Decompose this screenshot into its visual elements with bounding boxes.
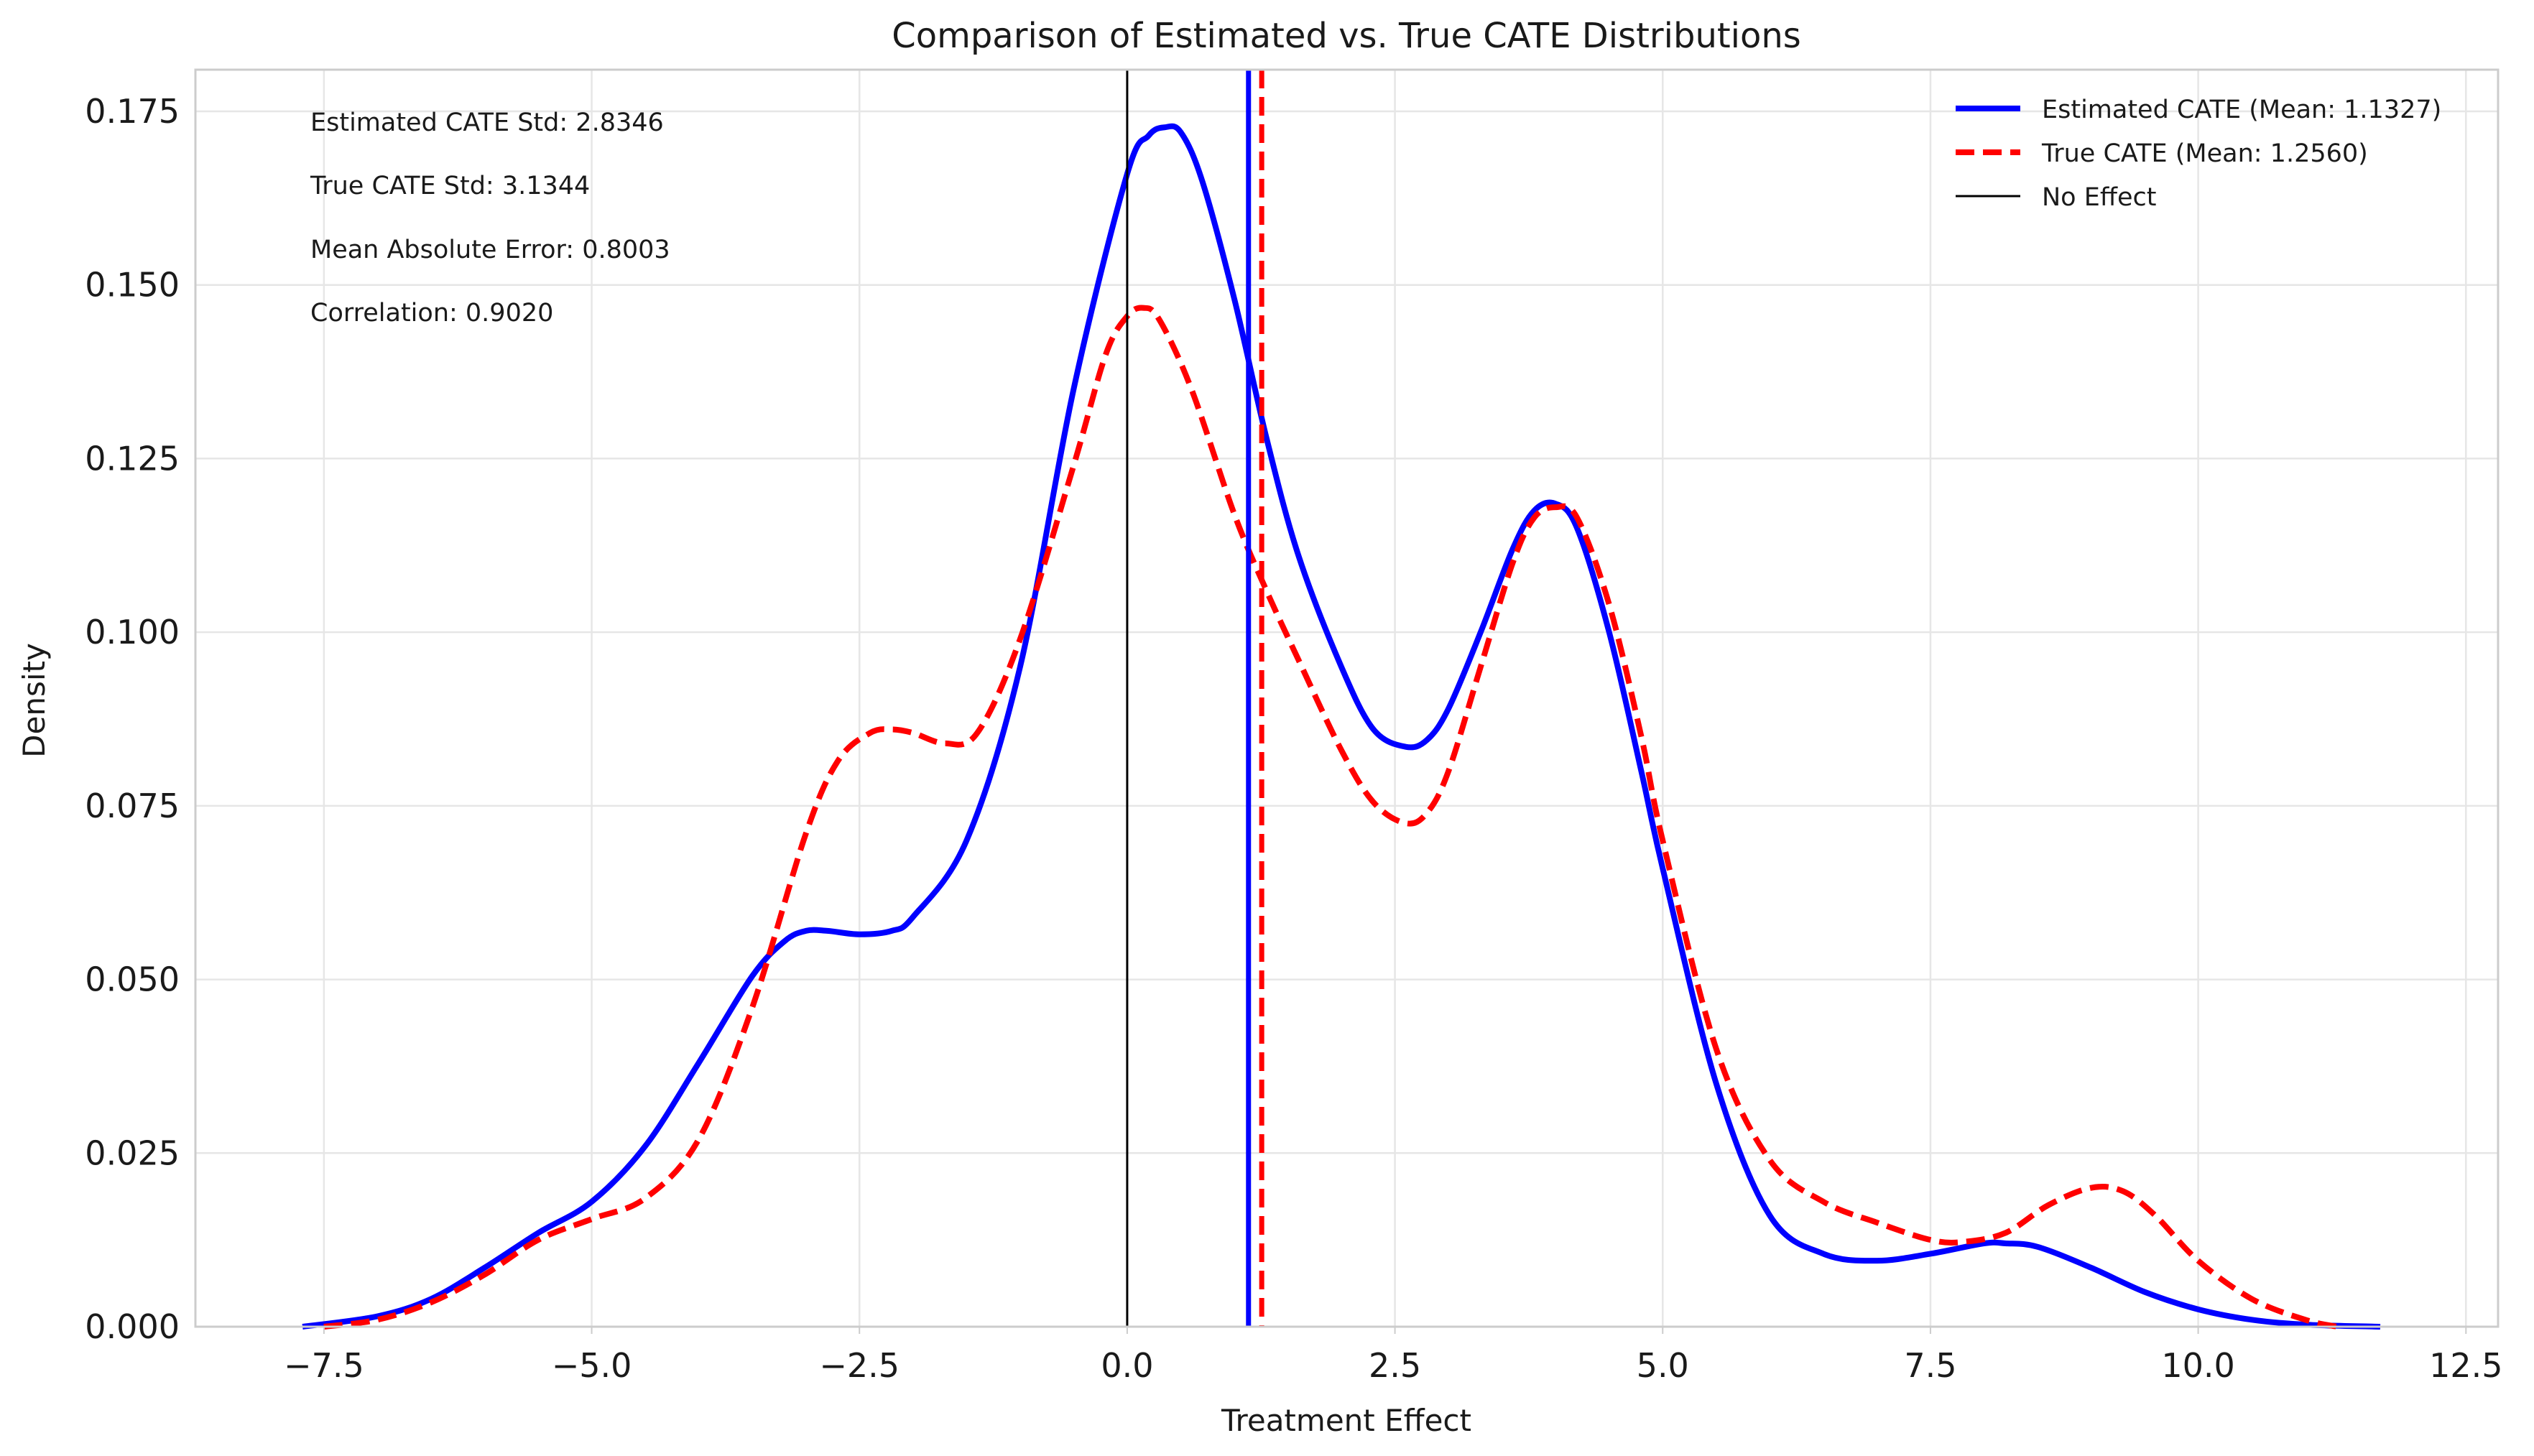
chart-title: Comparison of Estimated vs. True CATE Di… [892, 16, 1801, 56]
y-axis-ticks: 0.000 0.025 0.050 0.075 0.100 0.125 0.150 0.175 [85, 92, 180, 1346]
x-tick-label: −7.5 [284, 1346, 364, 1385]
annotation-estimated-std: Estimated CATE Std: 2.8346 [310, 108, 664, 137]
true-cate-density-line [323, 305, 2339, 1330]
y-tick-label: 0.025 [85, 1133, 180, 1172]
x-tick-label: 12.5 [2429, 1346, 2502, 1385]
x-tick-label: 7.5 [1904, 1346, 1956, 1385]
y-tick-label: 0.075 [85, 787, 180, 825]
stats-annotations: Estimated CATE Std: 2.8346 True CATE Std… [310, 108, 670, 328]
x-tick-label: 5.0 [1637, 1346, 1689, 1385]
legend-label-true: True CATE (Mean: 1.2560) [2041, 139, 2368, 168]
legend-label-no-effect: No Effect [2042, 183, 2156, 212]
x-axis-ticks: −7.5 −5.0 −2.5 0.0 2.5 5.0 7.5 10.0 12.5 [284, 1327, 2502, 1385]
y-axis-label: Density [17, 643, 52, 758]
reference-lines [1126, 70, 1264, 1327]
annotation-mae: Mean Absolute Error: 0.8003 [310, 236, 670, 264]
estimated-cate-density-line [302, 123, 2381, 1330]
y-tick-label: 0.000 [85, 1307, 180, 1346]
y-tick-label: 0.050 [85, 960, 180, 999]
y-tick-label: 0.100 [85, 613, 180, 652]
y-tick-label: 0.175 [85, 92, 180, 131]
x-axis-label: Treatment Effect [1221, 1403, 1471, 1438]
x-tick-label: −5.0 [552, 1346, 632, 1385]
series-layer [302, 123, 2381, 1330]
x-tick-label: −2.5 [819, 1346, 900, 1385]
x-tick-label: 2.5 [1369, 1346, 1421, 1385]
annotation-correlation: Correlation: 0.9020 [310, 299, 553, 328]
x-tick-label: 10.0 [2161, 1346, 2234, 1385]
x-tick-label: 0.0 [1101, 1346, 1153, 1385]
grid-lines [195, 70, 2498, 1328]
legend: Estimated CATE (Mean: 1.1327) True CATE … [1956, 96, 2441, 212]
plot-frame [194, 68, 2500, 1328]
annotation-true-std: True CATE Std: 3.1344 [310, 172, 590, 200]
y-tick-label: 0.150 [85, 266, 180, 305]
legend-label-estimated: Estimated CATE (Mean: 1.1327) [2042, 96, 2441, 124]
y-tick-label: 0.125 [85, 439, 180, 478]
